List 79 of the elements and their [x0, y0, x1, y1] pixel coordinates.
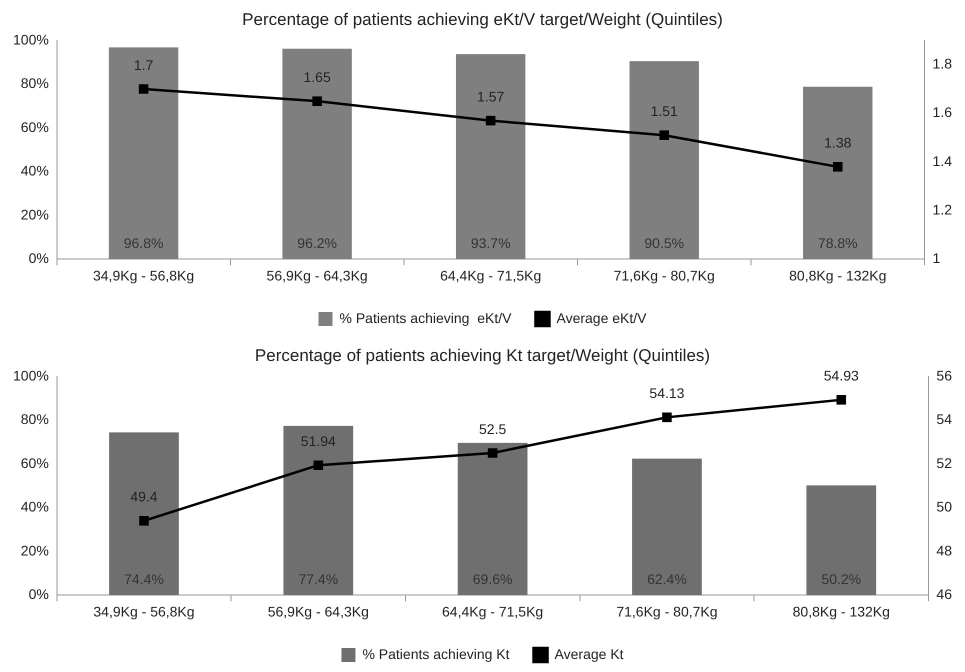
point [662, 412, 672, 422]
y2-tick-label: 52 [936, 454, 952, 471]
bar [632, 458, 702, 596]
y-tick-label: 40% [20, 162, 49, 179]
y-tick-label: 100% [12, 31, 49, 48]
point [312, 96, 322, 106]
data-label: 1.51 [650, 103, 678, 120]
data-label: 69.6% [472, 571, 512, 588]
bar [109, 432, 179, 596]
data-label: 1.38 [824, 134, 852, 151]
bar [630, 61, 699, 260]
point [836, 395, 846, 405]
bar [456, 54, 526, 260]
legend-label: % Patients achieving eKt/V [339, 310, 512, 326]
data-label: 1.65 [304, 69, 331, 86]
data-label: 50.2% [821, 571, 862, 588]
data-label: 54.93 [824, 368, 859, 384]
y-tick-label: 80% [20, 75, 49, 92]
y2-tick-label: 1.2 [932, 201, 952, 218]
x-tick-label: 34,9Kg - 56,8Kg [93, 603, 195, 620]
y-tick-label: 0% [28, 586, 49, 602]
data-label: 74.4% [124, 571, 164, 588]
chart-title: Percentage of patients achieving Kt target/Weight (Quintiles) [254, 346, 710, 365]
x-tick-label: 64,4Kg - 71,5Kg [440, 267, 542, 284]
chart-title: Percentage of patients achieving eKt/V target/Weight (Quintiles) [242, 10, 723, 29]
x-tick-label: 80,8Kg - 132Kg [789, 267, 886, 284]
legend-label: Average eKt/V [556, 310, 648, 326]
point [139, 516, 149, 526]
x-tick-label: 71,6Kg - 80,7Kg [616, 603, 718, 620]
data-label: 62.4% [647, 571, 687, 588]
point [138, 84, 148, 94]
data-label: 77.4% [298, 571, 338, 588]
x-tick-label: 34,9Kg - 56,8Kg [92, 267, 194, 284]
data-label: 93.7% [470, 235, 511, 252]
x-tick-label: 80,8Kg - 132Kg [792, 603, 890, 620]
bar [806, 485, 876, 596]
point [488, 448, 498, 458]
x-tick-label: 56,9Kg - 64,3Kg [266, 267, 368, 284]
y2-tick-label: 48 [936, 542, 952, 558]
data-label: 54.13 [649, 385, 685, 402]
y2-tick-label: 1.4 [932, 152, 952, 169]
y2-tick-label: 1.8 [932, 56, 952, 72]
y2-tick-label: 56 [936, 367, 952, 384]
data-label: 96.8% [124, 235, 164, 252]
y-tick-label: 20% [20, 206, 49, 222]
y2-tick-label: 1 [932, 250, 941, 266]
data-label: 1.57 [477, 88, 505, 104]
data-label: 90.5% [644, 235, 684, 252]
y-tick-label: 60% [20, 118, 49, 135]
x-tick-label: 64,4Kg - 71,5Kg [442, 603, 544, 620]
point [486, 116, 496, 126]
x-tick-label: 56,9Kg - 64,3Kg [268, 603, 369, 620]
bar [108, 47, 178, 260]
bar [283, 426, 354, 596]
legend-label: Average Kt [554, 646, 624, 662]
point [314, 460, 324, 470]
y-tick-label: 0% [28, 250, 49, 266]
data-label: 1.7 [134, 56, 154, 73]
y-tick-label: 20% [20, 542, 49, 558]
y2-tick-label: 50 [936, 498, 952, 515]
y-tick-label: 40% [20, 498, 49, 515]
data-label: 52.5 [478, 420, 506, 437]
bar [282, 48, 352, 260]
point [659, 130, 670, 140]
y2-tick-label: 54 [936, 411, 952, 428]
bar [803, 86, 872, 260]
data-label: 96.2% [297, 235, 337, 252]
point [832, 162, 843, 172]
y2-tick-label: 46 [936, 586, 952, 602]
y2-tick-label: 1.6 [932, 104, 952, 120]
data-label: 51.94 [300, 433, 336, 450]
bar [458, 442, 528, 596]
data-label: 78.8% [818, 235, 858, 252]
x-tick-label: 71,6Kg - 80,7Kg [614, 267, 715, 284]
data-label: 49.4 [130, 488, 158, 505]
y-tick-label: 80% [20, 411, 49, 428]
y-tick-label: 100% [12, 367, 49, 384]
legend-label: % Patients achieving Kt [362, 646, 510, 662]
y-tick-label: 60% [20, 454, 49, 471]
